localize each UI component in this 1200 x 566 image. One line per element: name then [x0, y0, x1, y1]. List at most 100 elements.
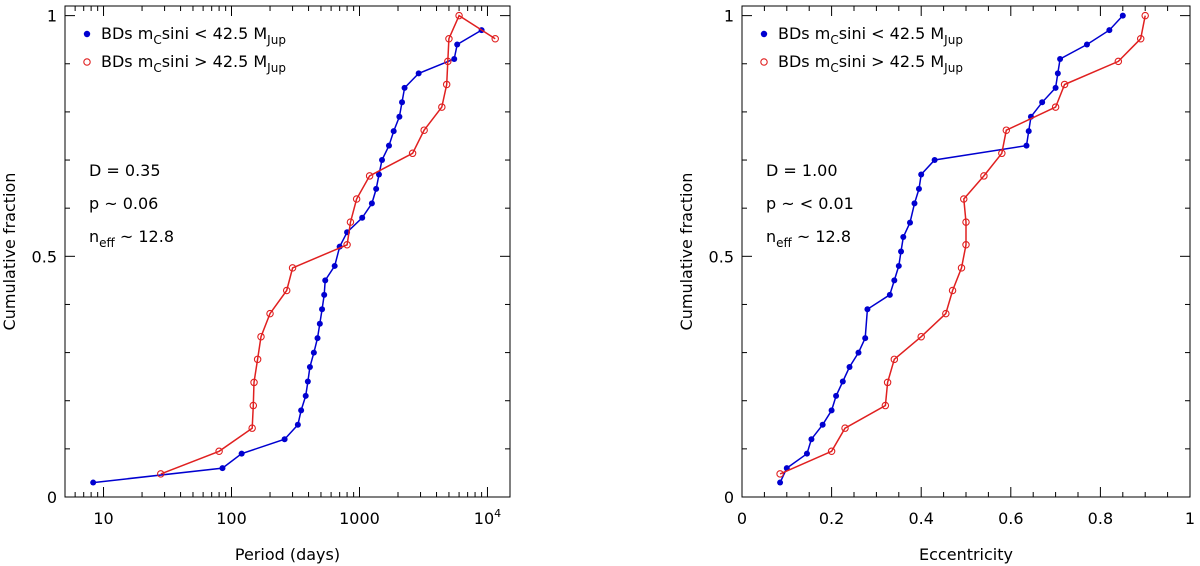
series-line-0: [93, 29, 482, 484]
data-point: [1057, 55, 1064, 62]
plot-frame: [64, 5, 511, 498]
data-point: [368, 200, 375, 207]
legend-label: BDs mCsini > 42.5 MJup: [778, 52, 963, 75]
data-point: [1054, 70, 1061, 77]
data-point: [1114, 57, 1123, 66]
data-point: [1039, 99, 1046, 106]
data-point: [310, 349, 317, 356]
data-point: [931, 157, 938, 164]
data-point: [415, 70, 422, 77]
data-point: [833, 392, 840, 399]
data-point: [390, 128, 397, 135]
x-tick-label: 1: [1185, 509, 1195, 528]
data-point: [827, 447, 836, 456]
data-point: [898, 248, 905, 255]
ks-statistic: D = 1.00: [766, 161, 838, 180]
data-point: [890, 355, 899, 364]
data-point: [420, 126, 428, 134]
data-point: [957, 264, 966, 272]
data-point: [911, 200, 918, 207]
legend-marker: [83, 30, 91, 38]
x-tick-label: 10: [93, 509, 113, 528]
data-point: [445, 34, 453, 43]
data-point: [257, 332, 265, 341]
x-tick-label: 0.4: [908, 509, 933, 528]
data-point: [321, 291, 328, 298]
data-point: [803, 450, 810, 457]
data-point: [359, 214, 366, 221]
data-point: [322, 277, 329, 284]
data-point: [215, 447, 223, 456]
data-point: [841, 424, 849, 432]
x-tick-label: 0.6: [998, 509, 1023, 528]
data-point: [864, 306, 871, 313]
data-point: [219, 465, 226, 472]
data-point: [1141, 11, 1149, 20]
data-point: [886, 291, 893, 298]
data-point: [346, 218, 355, 226]
data-point: [442, 80, 451, 89]
data-point: [455, 11, 463, 20]
data-point: [157, 470, 165, 478]
data-point: [907, 219, 913, 226]
p-value: p ~ 0.06: [89, 194, 158, 213]
data-point: [319, 306, 326, 313]
eccentricity-panel: 0 0.2 0.4 0.6 0.8 1 0 0.5 1 Eccentricity Cumulativ…: [677, 5, 1195, 564]
data-point: [998, 149, 1006, 158]
y-tick-label: 1: [47, 7, 57, 26]
data-point: [454, 41, 461, 48]
data-point: [862, 335, 869, 342]
data-point: [302, 392, 309, 399]
plot-frame: [741, 5, 1191, 498]
y-tick-label: 0: [47, 488, 57, 507]
legend-label: BDs mCsini < 42.5 MJup: [778, 24, 963, 47]
data-point: [491, 34, 499, 43]
data-point: [90, 479, 97, 486]
data-point: [314, 335, 321, 342]
legend-marker: [760, 30, 768, 38]
legend-marker: [760, 58, 768, 66]
data-point: [1136, 34, 1145, 43]
data-point: [266, 309, 274, 318]
data-point: [298, 407, 305, 414]
x-tick-label: 1000: [339, 509, 380, 528]
data-point: [396, 113, 403, 120]
data-point: [304, 378, 311, 385]
series-line-1: [160, 14, 496, 475]
data-point: [1002, 126, 1011, 134]
data-point: [915, 185, 922, 192]
data-point: [331, 262, 338, 269]
x-tick-label: 104: [474, 507, 501, 528]
data-point: [1025, 128, 1032, 135]
data-point: [1119, 12, 1126, 19]
data-point: [250, 378, 258, 387]
data-point: [776, 470, 784, 478]
legend-marker: [83, 58, 91, 66]
data-point: [917, 332, 925, 341]
data-point: [808, 436, 815, 443]
x-axis-title: Period (days): [235, 545, 340, 564]
data-point: [352, 195, 361, 203]
data-point: [451, 55, 458, 62]
data-point: [960, 195, 968, 203]
data-point: [891, 277, 898, 284]
legend-label: BDs mCsini < 42.5 MJup: [101, 24, 286, 47]
data-point: [399, 99, 406, 106]
n-eff: neff ~ 12.8: [766, 227, 851, 250]
x-axis-title: Eccentricity: [919, 545, 1013, 564]
series-line-1: [779, 15, 1146, 475]
x-tick-label: 0.2: [819, 509, 844, 528]
data-point: [248, 424, 256, 432]
data-point: [288, 264, 297, 272]
data-point: [253, 355, 262, 364]
y-tick-label: 1: [724, 7, 734, 26]
ks-statistic: D = 0.35: [89, 161, 161, 180]
x-tick-label-exponent: 4: [494, 507, 501, 520]
p-value: p ~ < 0.01: [766, 194, 854, 213]
data-point: [1052, 84, 1059, 91]
data-point: [408, 149, 417, 158]
x-tick-label: 100: [216, 509, 247, 528]
y-axis-title: Cumulative fraction: [0, 173, 19, 331]
data-point: [918, 171, 925, 178]
data-point: [379, 157, 386, 164]
